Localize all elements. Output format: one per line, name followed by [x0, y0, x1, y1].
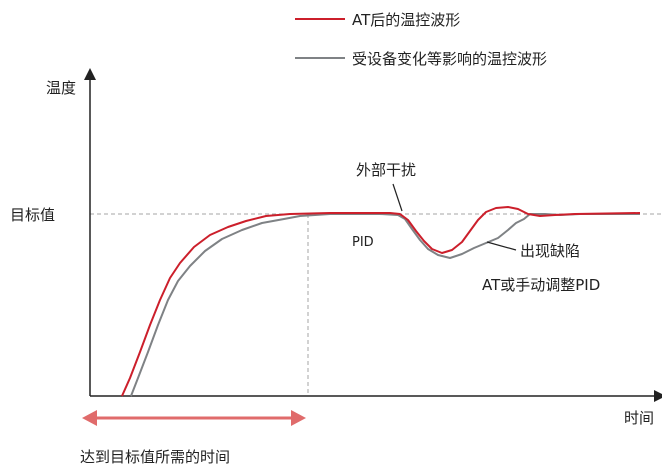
gray-temperature-curve [130, 213, 640, 397]
time-to-target-arrow [82, 410, 306, 426]
target-value-label: 目标值 [10, 206, 55, 224]
defect-label: 出现缺陷 [520, 242, 580, 260]
adjust-label: AT或手动调整PID [482, 276, 600, 294]
legend-label-at: AT后的温控波形 [352, 11, 460, 29]
disturbance-leader [392, 183, 403, 212]
disturbance-label: 外部干扰 [356, 161, 416, 179]
time-to-target-label: 达到目标值所需的时间 [80, 448, 230, 466]
legend-label-affected: 受设备变化等影响的温控波形 [352, 50, 547, 68]
red-temperature-curve [121, 206, 641, 397]
y-axis-label: 温度 [46, 79, 76, 97]
pid-label: PID [352, 235, 374, 250]
legend: AT后的温控波形 受设备变化等影响的温控波形 [295, 11, 547, 68]
defect-leader [486, 241, 517, 251]
x-axis-label: 时间 [624, 409, 654, 427]
